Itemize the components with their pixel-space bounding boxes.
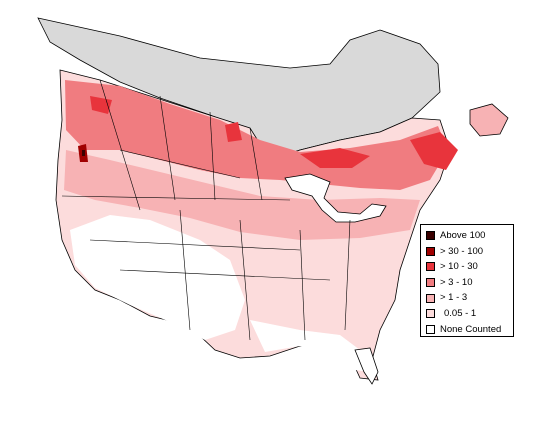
- legend-swatch: [426, 278, 435, 288]
- legend-label: > 3 - 10: [440, 276, 473, 288]
- legend-swatch: [426, 324, 435, 334]
- legend-row-1-3: > 1 - 3: [426, 290, 509, 306]
- legend-label: > 1 - 3: [440, 292, 468, 304]
- legend-swatch: [426, 309, 435, 319]
- band-above-100: [82, 150, 85, 156]
- legend-row-3-10: > 3 - 10: [426, 275, 509, 291]
- legend-swatch: [426, 262, 435, 272]
- legend-row-30-100: > 30 - 100: [426, 244, 509, 260]
- island-east: [469, 103, 509, 137]
- legend-label: Above 100: [440, 230, 486, 242]
- legend-swatch: [426, 231, 435, 241]
- none-counted-south: [250, 320, 370, 372]
- legend-label: > 10 - 30: [440, 261, 478, 273]
- legend-label: > 30 - 100: [440, 245, 484, 257]
- legend-swatch: [426, 246, 435, 256]
- band-10-30-a: [300, 148, 370, 168]
- great-lakes: [284, 173, 387, 223]
- legend-label: None Counted: [440, 323, 502, 335]
- boundary-lines: [61, 79, 351, 341]
- legend-row-10-30: > 10 - 30: [426, 259, 509, 275]
- legend-label: 0.05 - 1: [444, 308, 477, 320]
- legend-row-none-counted: None Counted: [426, 322, 509, 338]
- legend-swatch: [426, 293, 435, 303]
- florida: [354, 347, 379, 385]
- none-counted-west: [70, 215, 245, 340]
- legend-row-0-05-1: 0.05 - 1: [426, 306, 509, 322]
- band-10-30-b: [410, 132, 458, 170]
- band-10-30-d: [225, 122, 242, 142]
- map-legend: Above 100 > 30 - 100 > 10 - 30 > 3 - 10 …: [420, 224, 514, 337]
- legend-row-above-100: Above 100: [426, 228, 509, 244]
